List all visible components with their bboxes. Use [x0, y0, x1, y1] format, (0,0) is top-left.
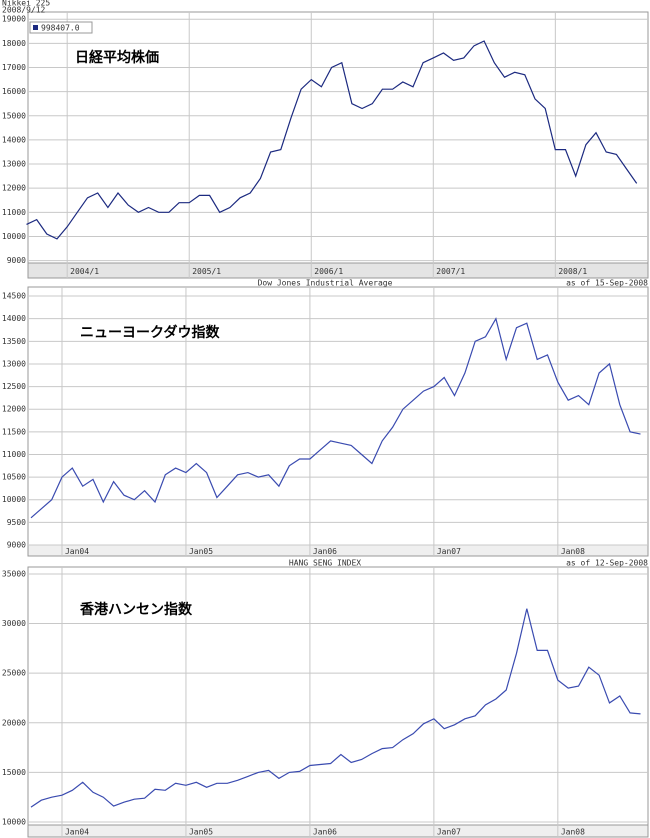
x-tick-label: Jan05	[189, 828, 213, 837]
y-tick-label: 11500	[2, 427, 26, 436]
x-tick-label: Jan07	[437, 828, 461, 837]
y-tick-label: 15000	[2, 768, 26, 777]
y-tick-label: 15000	[2, 111, 26, 120]
chart-subtitle: as of 12-Sep-2008	[566, 559, 648, 568]
x-tick-label: Jan06	[313, 828, 337, 837]
y-tick-label: 11000	[2, 450, 26, 459]
y-tick-label: 13500	[2, 337, 26, 346]
x-axis-band	[27, 824, 649, 838]
x-tick-label: 2005/1	[192, 267, 221, 276]
line	[26, 40, 638, 240]
legend-label: 998407.0	[41, 24, 80, 33]
x-tick-label: Jan04	[65, 547, 89, 556]
y-tick-label: 16000	[2, 87, 26, 96]
y-tick-label: 11000	[2, 208, 26, 217]
y-tick-label: 10000	[2, 818, 26, 827]
line	[30, 317, 641, 519]
y-tick-label: 14500	[2, 292, 26, 301]
y-tick-label: 12000	[2, 184, 26, 193]
y-tick-label: 14000	[2, 135, 26, 144]
y-tick-label: 9000	[7, 256, 26, 265]
chart-subtitle: 2008/9/12	[2, 6, 46, 15]
y-tick-label: 35000	[2, 569, 26, 578]
y-tick-label: 17000	[2, 63, 26, 72]
x-tick-label: Jan07	[437, 547, 461, 556]
y-tick-label: 25000	[2, 669, 26, 678]
y-tick-label: 10000	[2, 495, 26, 504]
y-tick-label: 12500	[2, 382, 26, 391]
y-tick-label: 9500	[7, 518, 26, 527]
x-tick-label: Jan08	[561, 828, 585, 837]
x-tick-label: 2004/1	[70, 267, 99, 276]
x-tick-label: Jan04	[65, 828, 89, 837]
y-tick-label: 13000	[2, 160, 26, 169]
x-tick-label: 2008/1	[558, 267, 587, 276]
y-tick-label: 10000	[2, 232, 26, 241]
plot-area	[27, 286, 649, 546]
plot-area	[27, 566, 649, 826]
y-tick-label: 19000	[2, 15, 26, 24]
y-tick-label: 18000	[2, 39, 26, 48]
chart-title: Nikkei 225	[2, 0, 50, 8]
x-tick-label: Jan08	[561, 547, 585, 556]
x-axis-band	[27, 544, 649, 557]
legend-swatch	[33, 25, 38, 30]
x-tick-label: 2007/1	[436, 267, 465, 276]
plot-area	[27, 11, 649, 264]
y-tick-label: 9000	[7, 541, 26, 550]
legend-box	[29, 21, 93, 34]
annotation: 香港ハンセン指数	[79, 601, 193, 618]
y-tick-label: 14000	[2, 314, 26, 323]
x-tick-label: 2006/1	[314, 267, 343, 276]
y-tick-label: 20000	[2, 718, 26, 727]
y-tick-label: 10500	[2, 473, 26, 482]
line	[30, 608, 641, 808]
annotation: 日経平均株価	[75, 49, 159, 66]
chart-subtitle: as of 15-Sep-2008	[566, 279, 648, 288]
chart-title: Dow Jones Industrial Average	[258, 279, 393, 288]
y-tick-label: 13000	[2, 359, 26, 368]
x-tick-label: Jan05	[189, 547, 213, 556]
x-axis-band	[27, 262, 649, 279]
annotation: ニューヨークダウ指数	[80, 324, 220, 341]
y-tick-label: 30000	[2, 619, 26, 628]
x-tick-label: Jan06	[313, 547, 337, 556]
y-tick-label: 12000	[2, 405, 26, 414]
chart-title: HANG SENG INDEX	[289, 559, 361, 568]
